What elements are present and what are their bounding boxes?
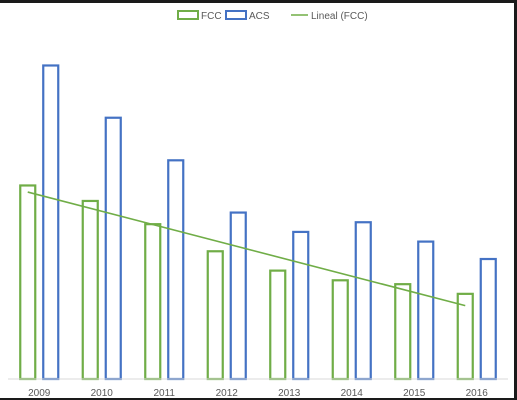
trendline-layer	[27, 191, 466, 307]
bar-acs-2009	[42, 64, 60, 381]
bar-fcc-2011	[144, 223, 162, 381]
legend-label-fcc: FCC	[201, 11, 222, 22]
bar-acs-2012	[229, 211, 247, 381]
bar-acs-2015	[417, 240, 435, 381]
bar-acs-2010	[104, 116, 122, 381]
legend-swatch-fcc	[177, 10, 199, 20]
bars	[19, 64, 497, 381]
x-tick-label-2009: 2009	[28, 388, 51, 399]
bar-fcc-2013	[269, 269, 287, 381]
bar-fcc-2009	[19, 184, 37, 381]
x-tick-label-2011: 2011	[153, 388, 175, 399]
bar-fcc-2014	[331, 279, 349, 381]
legend-label-acs: ACS	[249, 11, 270, 22]
bar-acs-2014	[354, 221, 372, 381]
trendline-fcc	[27, 191, 466, 307]
x-tick-labels: 2009 2010 2011 2012 2013 2014 2015 2016	[28, 388, 488, 399]
bar-acs-2013	[292, 230, 310, 381]
bar-fcc-2015	[394, 283, 412, 381]
bar-acs-2016	[479, 257, 497, 381]
x-tick-label-2015: 2015	[403, 388, 426, 399]
x-tick-label-2013: 2013	[278, 388, 301, 399]
bar-fcc-2012	[206, 250, 224, 381]
bar-fcc-2010	[81, 199, 99, 381]
x-tick-label-2012: 2012	[216, 388, 239, 399]
x-tick-label-2010: 2010	[91, 388, 114, 399]
bar-acs-2011	[167, 159, 185, 381]
legend-swatch-acs	[225, 10, 247, 20]
legend: FCC ACS Lineal (FCC)	[177, 10, 368, 22]
bar-fcc-2016	[456, 292, 474, 381]
x-tick-label-2016: 2016	[466, 388, 489, 399]
x-tick-label-2014: 2014	[341, 388, 364, 399]
legend-label-trendline: Lineal (FCC)	[311, 11, 368, 22]
